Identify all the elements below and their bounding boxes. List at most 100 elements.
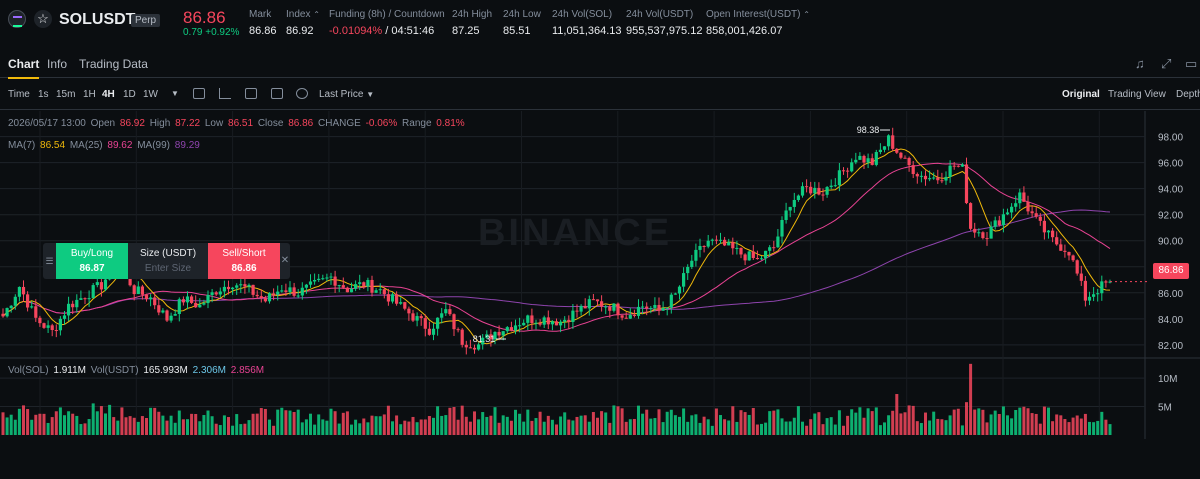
- volume-bar: [678, 416, 681, 435]
- stat-value: 86.92: [286, 25, 314, 37]
- tab-info[interactable]: Info: [47, 57, 68, 71]
- candle-body: [190, 296, 194, 303]
- candle-body: [768, 247, 772, 251]
- candle-body: [481, 337, 485, 345]
- view-trading-view[interactable]: Trading View: [1108, 89, 1166, 100]
- candle-body: [95, 282, 99, 286]
- stat-open-interest[interactable]: Open Interest(USDT) ⌃ 858,001,426.07: [706, 9, 810, 37]
- candle-body: [222, 286, 226, 292]
- vol-usdt-value: 165.993M: [143, 365, 188, 376]
- volume-bar: [755, 424, 759, 435]
- symbol-name[interactable]: SOLUSDT: [59, 11, 136, 28]
- volume-bar: [386, 405, 390, 435]
- volume-bar: [924, 412, 927, 435]
- volume-bar: [1096, 420, 1100, 435]
- calendar-icon[interactable]: [193, 88, 205, 99]
- expand-icon[interactable]: ⤢: [1161, 56, 1172, 71]
- interval-1h[interactable]: 1H: [83, 89, 96, 100]
- volume-bar: [632, 418, 636, 435]
- volume-bar: [362, 418, 366, 435]
- candle-body: [940, 180, 944, 182]
- volume-bar: [743, 412, 747, 435]
- legend-date: 2026/05/17 13:00: [8, 118, 86, 129]
- volume-bar: [427, 416, 431, 435]
- view-original[interactable]: Original: [1062, 89, 1100, 100]
- candle-body: [534, 322, 538, 324]
- alert-bell-icon[interactable]: ♫: [1135, 56, 1145, 71]
- candle-body: [821, 194, 825, 196]
- volume-bar: [210, 416, 214, 435]
- sell-label: Sell/Short: [222, 248, 266, 259]
- legend-low: 86.51: [228, 118, 254, 129]
- view-depth[interactable]: Depth: [1176, 89, 1200, 100]
- favorite-star-icon[interactable]: ☆: [34, 10, 52, 28]
- candle-type-icon[interactable]: [245, 88, 257, 99]
- volume-bar: [661, 422, 665, 435]
- volume-bar: [669, 409, 673, 435]
- ma99-label: MA(99): [137, 140, 171, 151]
- volume-bar: [120, 407, 124, 435]
- drawing-tools-icon[interactable]: [296, 88, 308, 99]
- volume-bar: [682, 408, 686, 435]
- candle-body: [583, 305, 587, 309]
- candle-body: [677, 286, 682, 294]
- interval-1d[interactable]: 1D: [123, 89, 136, 100]
- candle-body: [854, 159, 858, 163]
- contract-type-badge[interactable]: Perp: [131, 14, 161, 27]
- size-input[interactable]: Size (USDT) Enter Size: [128, 243, 208, 279]
- volume-bar: [1006, 415, 1009, 435]
- interval-15m[interactable]: 15m: [56, 89, 76, 100]
- candle-body: [214, 292, 218, 295]
- interval-dropdown-icon[interactable]: ▼: [171, 89, 179, 98]
- volume-bar: [243, 423, 247, 435]
- candle-body: [91, 285, 95, 299]
- volume-bar: [887, 415, 891, 435]
- volume-bar: [723, 419, 727, 435]
- volume-bar: [641, 413, 645, 435]
- volume-bar: [136, 421, 140, 435]
- tab-trading-data[interactable]: Trading Data: [79, 57, 148, 71]
- interval-1w[interactable]: 1W: [143, 89, 158, 100]
- price-type-select[interactable]: Last Price ▼: [319, 89, 375, 100]
- tab-chart[interactable]: Chart: [8, 57, 40, 79]
- interval-1s[interactable]: 1s: [38, 89, 49, 100]
- indicator-icon[interactable]: [219, 88, 231, 99]
- volume-bar: [624, 421, 628, 435]
- window-icon[interactable]: ▭: [1185, 56, 1198, 71]
- volume-bar: [128, 416, 132, 435]
- close-icon[interactable]: ✕: [280, 255, 290, 266]
- interval-time[interactable]: Time: [8, 89, 30, 100]
- candle-body: [1014, 203, 1018, 207]
- volume-bar: [608, 422, 612, 435]
- interval-4h[interactable]: 4H: [102, 89, 115, 100]
- chart-area[interactable]: 82.0084.0086.0088.0090.0092.0094.0096.00…: [0, 111, 1200, 458]
- buy-long-button[interactable]: Buy/Long 86.87: [56, 243, 128, 279]
- candle-body: [30, 306, 34, 308]
- candle-body: [386, 294, 390, 302]
- candle-body: [1087, 296, 1092, 301]
- candle-body: [550, 321, 554, 325]
- volume-bar: [366, 422, 370, 435]
- volume-bar: [30, 419, 34, 435]
- volume-bar: [542, 421, 546, 435]
- candle-body: [694, 249, 698, 261]
- volume-bar: [280, 407, 284, 435]
- candle-body: [653, 304, 657, 308]
- candle-body: [218, 291, 222, 295]
- volume-bar: [300, 422, 304, 435]
- sell-short-button[interactable]: Sell/Short 86.86: [208, 243, 280, 279]
- volume-bar: [309, 413, 312, 435]
- candle-body: [321, 278, 325, 280]
- drag-handle-icon[interactable]: ☰: [45, 256, 54, 266]
- candle-body: [267, 293, 272, 302]
- stat-index[interactable]: Index ⌃ 86.92: [286, 9, 320, 37]
- stat-value: 87.25: [452, 25, 480, 37]
- candle-body: [300, 287, 304, 296]
- volume-bar: [149, 407, 153, 435]
- candle-body: [866, 158, 870, 163]
- settings-icon[interactable]: [271, 88, 283, 99]
- volume-bar: [321, 419, 325, 435]
- volume-bar: [538, 411, 542, 435]
- candle-body: [1067, 251, 1071, 256]
- candlestick-chart[interactable]: 82.0084.0086.0088.0090.0092.0094.0096.00…: [0, 111, 1200, 458]
